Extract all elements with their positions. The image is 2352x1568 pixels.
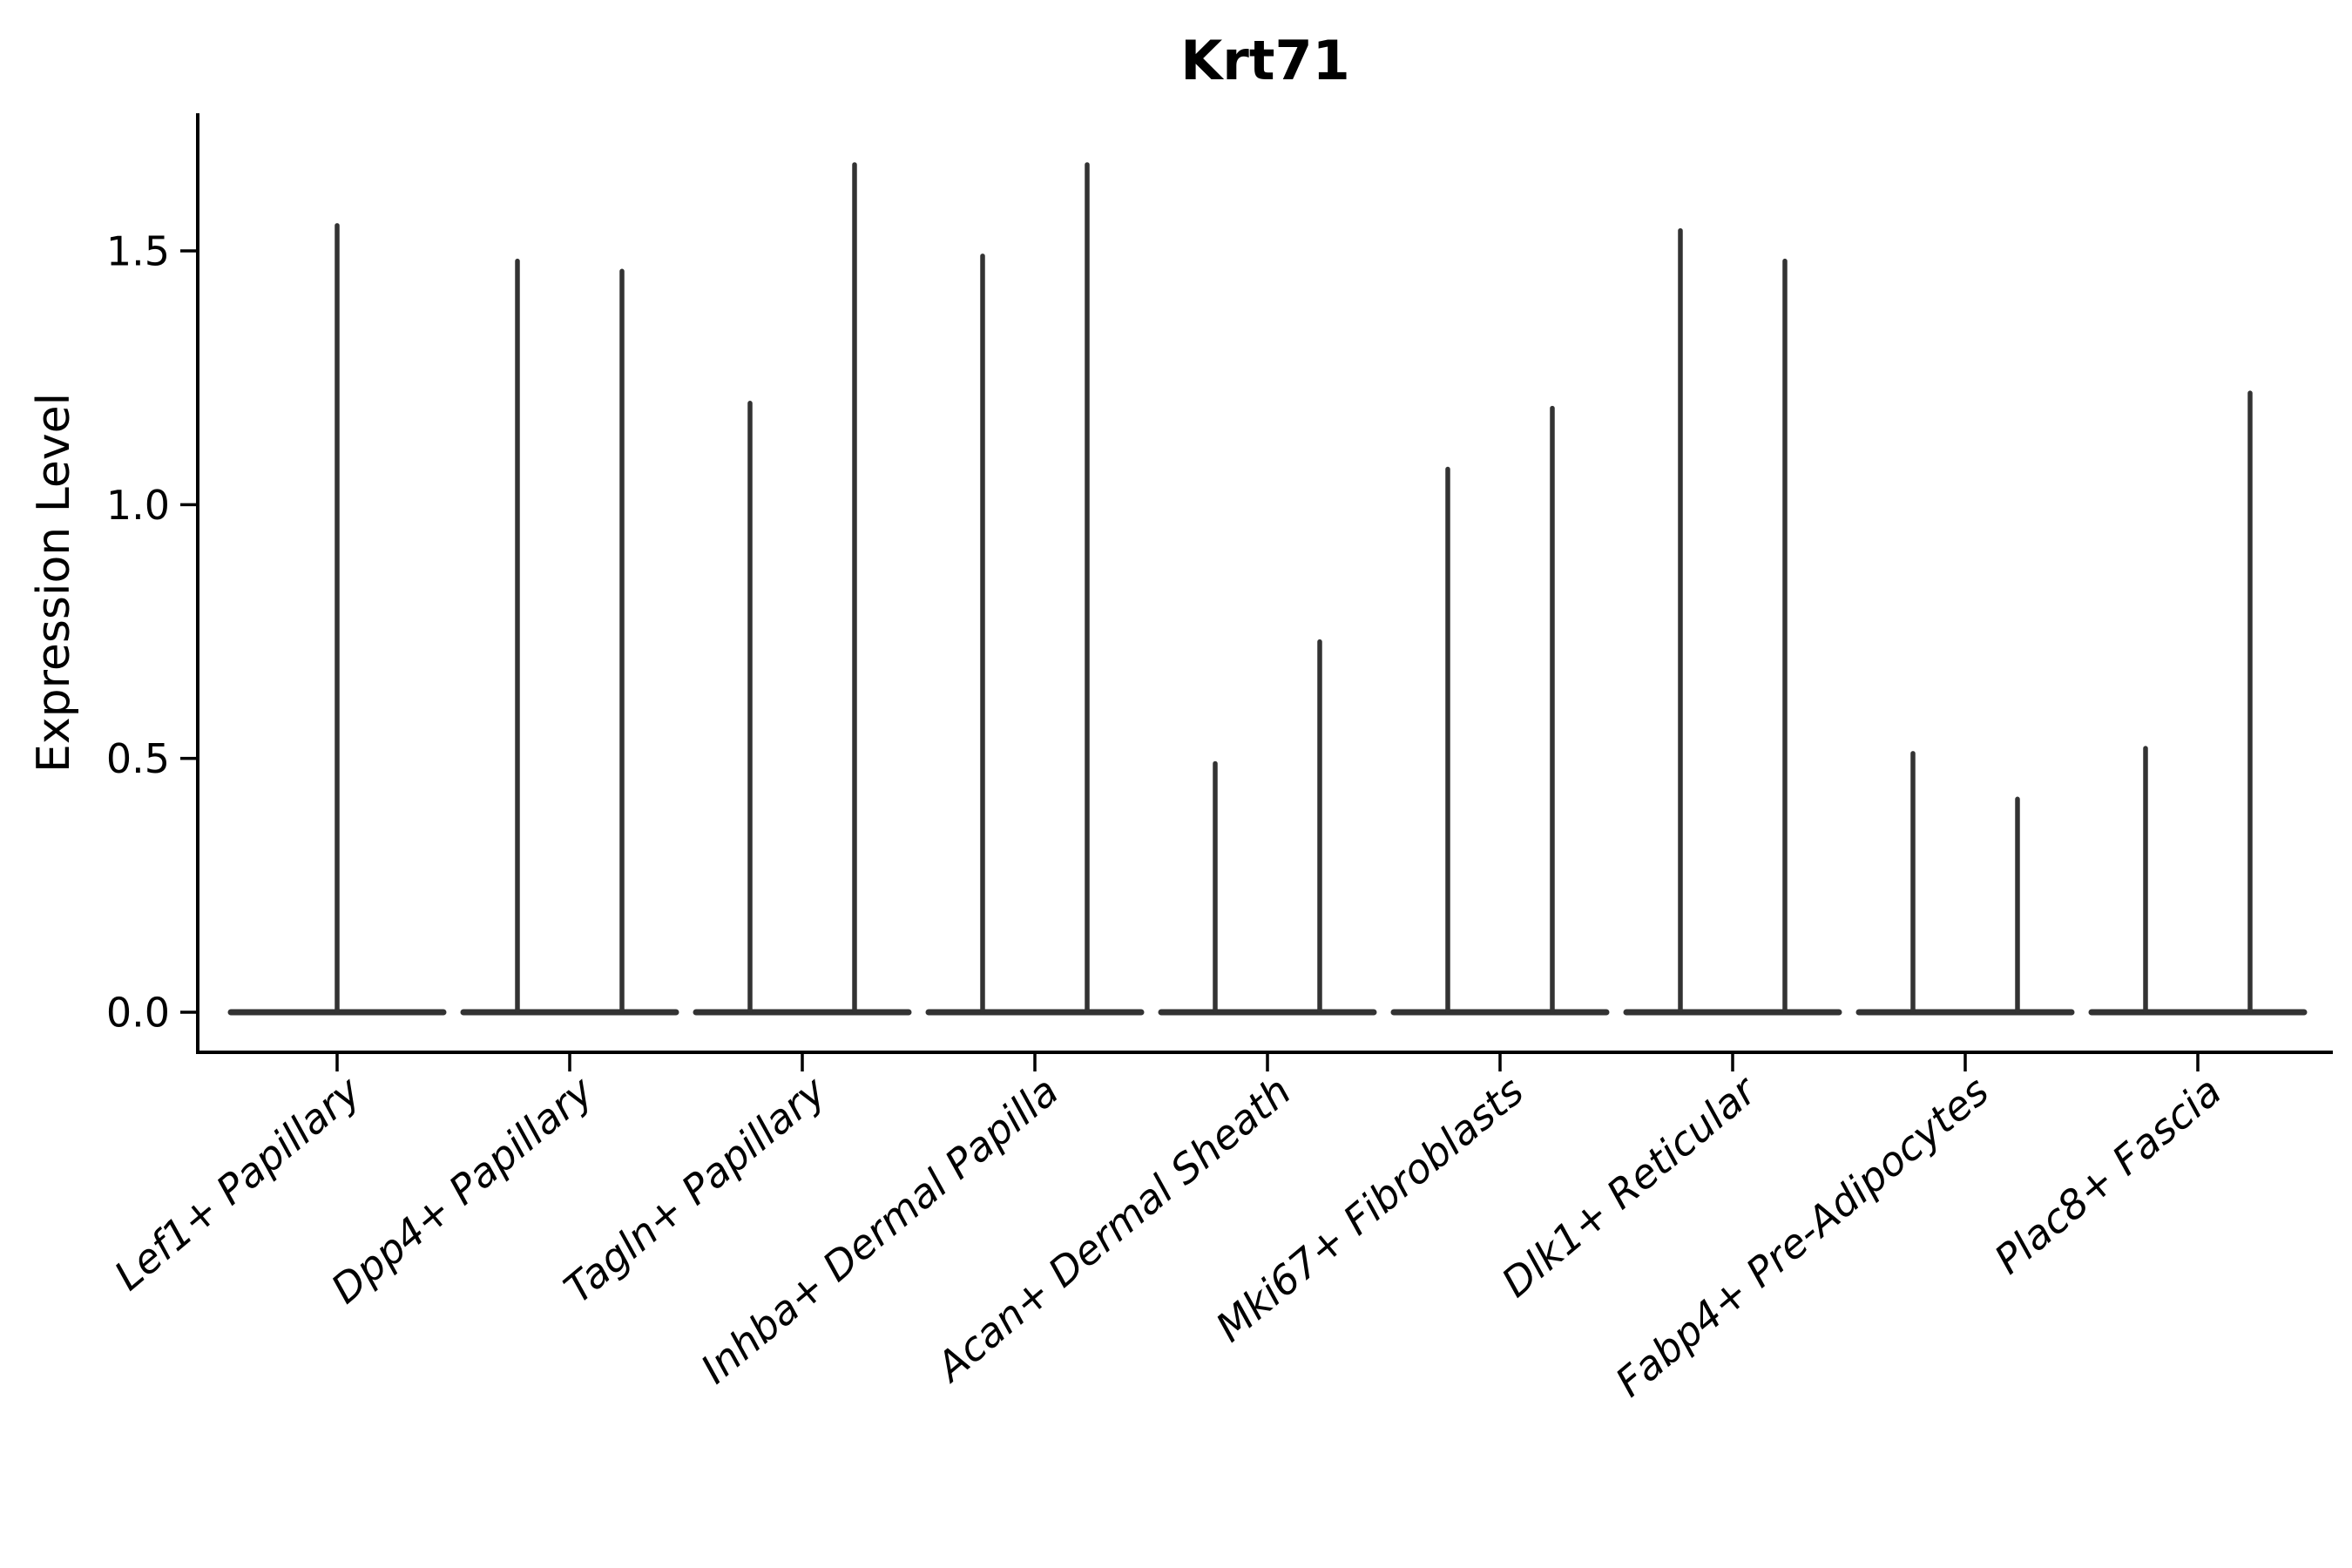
y-tick-label: 1.5 [106,228,170,275]
x-tick-label: Plac8+ Fascia [1985,1067,2230,1283]
y-tick-label: 1.0 [106,482,170,529]
x-tick-label: Lef1+ Papillary [105,1067,370,1300]
y-tick-label: 0.0 [106,990,170,1037]
chart-title: Krt71 [1180,29,1350,92]
y-tick-label: 0.5 [106,735,170,782]
x-tick-label: Fabp4+ Pre-Adipocytes [1606,1067,1997,1406]
